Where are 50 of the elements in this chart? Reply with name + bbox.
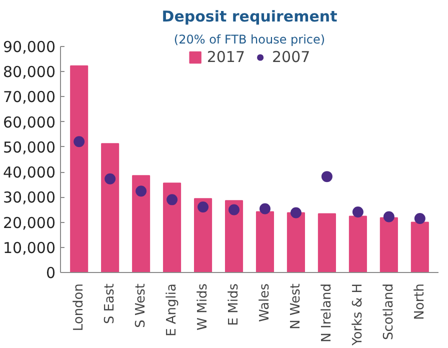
bar <box>224 200 244 272</box>
point <box>321 171 332 182</box>
y-tick-label: 30,000 <box>3 188 56 207</box>
bar <box>132 175 150 272</box>
point <box>290 207 302 218</box>
point <box>228 204 240 216</box>
x-tick-label: North <box>412 284 428 320</box>
x-tick-label: W Mids <box>196 283 211 330</box>
y-tick-label: 70,000 <box>3 88 56 106</box>
point <box>166 194 178 206</box>
x-tick-label: E Anglia <box>164 284 180 336</box>
x-tick-label: London <box>72 283 87 332</box>
point <box>414 213 426 224</box>
bar <box>348 216 367 272</box>
x-tick-label: N Ireland <box>319 283 334 342</box>
y-tick-label: 90,000 <box>3 38 56 56</box>
y-tick-label: 40,000 <box>3 164 56 182</box>
y-tick-label: 20,000 <box>3 214 56 232</box>
x-tick-label: S East <box>102 283 118 324</box>
y-tick-label: 50,000 <box>3 138 56 156</box>
bar <box>101 143 120 272</box>
point <box>74 136 85 148</box>
legend-label: 2007 <box>272 48 310 66</box>
chart-title: Deposit requirement <box>162 8 338 26</box>
chart-subtitle: (20% of FTB house price) <box>174 32 326 46</box>
y-tick-label: 60,000 <box>3 113 56 132</box>
x-tick-label: Wales <box>257 283 272 322</box>
y-tick-label: 0 <box>46 264 56 282</box>
point <box>259 203 270 214</box>
bar <box>380 217 398 272</box>
point <box>383 211 394 222</box>
x-tick-label: N West <box>288 283 304 330</box>
bar <box>70 65 88 272</box>
bar <box>286 212 305 272</box>
bar <box>163 182 182 272</box>
bar <box>256 211 274 272</box>
bar <box>194 198 212 272</box>
x-tick-label: Yorks & H <box>350 283 366 346</box>
bar <box>410 222 429 272</box>
point <box>136 186 147 197</box>
x-tick-label: S West <box>134 283 149 328</box>
legend-label: 2017 <box>206 48 245 66</box>
point <box>104 173 116 184</box>
bar <box>318 213 336 272</box>
y-tick-label: 10,000 <box>3 238 56 257</box>
y-tick-label: 80,000 <box>3 63 56 82</box>
point <box>352 206 364 218</box>
x-tick-label: E Mids <box>226 283 242 326</box>
point <box>198 201 209 212</box>
x-tick-label: Scotland <box>381 283 396 340</box>
